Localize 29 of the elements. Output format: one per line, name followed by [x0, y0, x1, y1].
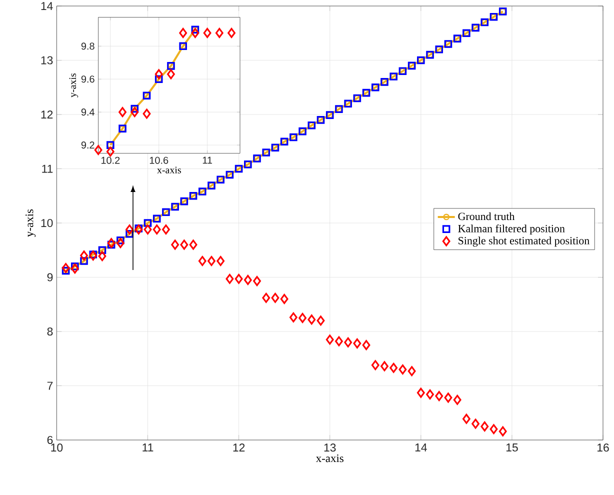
x-tick-label: 10.2: [101, 156, 120, 164]
x-tick-label: 12: [233, 444, 245, 452]
y-tick-label: 9.8: [81, 42, 94, 50]
x-tick-label: 16: [598, 444, 609, 452]
y-tick-label: 11: [42, 164, 53, 173]
y-tick-label: 8: [47, 327, 53, 336]
y-tick-label: 9.4: [81, 108, 94, 116]
legend-label: Single shot estimated position: [458, 236, 590, 247]
y-axis-title: y-axis: [69, 73, 78, 98]
y-tick-label: 12: [41, 110, 53, 118]
y-tick-label: 14: [41, 2, 53, 10]
y-tick-label: 10: [41, 218, 53, 228]
x-tick-label: 11: [142, 444, 154, 452]
y-axis-title: y-axis: [26, 209, 36, 237]
y-tick-label: 9.2: [81, 142, 94, 149]
y-tick-label: 6: [47, 436, 53, 444]
x-axis-title: x-axis: [157, 166, 181, 174]
legend-label: Kalman filtered position: [458, 224, 565, 235]
y-tick-label: 7: [47, 382, 53, 390]
x-tick-label: 15: [506, 444, 518, 452]
x-tick-label: 13: [324, 444, 336, 452]
y-tick-label: 9: [47, 273, 53, 282]
x-tick-label: 10.6: [150, 156, 168, 164]
y-tick-label: 9.6: [81, 76, 94, 83]
x-tick-label: 11: [202, 156, 212, 164]
y-tick-label: 13: [41, 56, 53, 64]
legend-label: Ground truth: [458, 212, 515, 220]
x-axis-title: x-axis: [316, 454, 344, 462]
x-tick-label: 14: [415, 444, 427, 452]
